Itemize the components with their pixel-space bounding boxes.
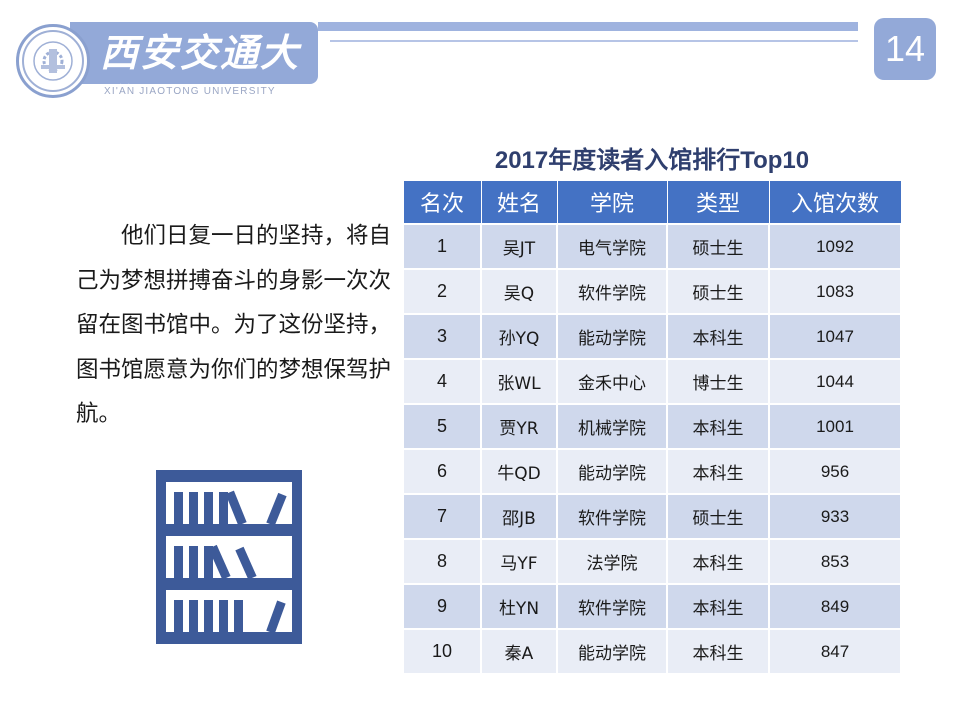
table-row: 5 贾YR 机械学院 本科生 1001 — [402, 403, 902, 450]
cell-college: 法学院 — [556, 538, 668, 585]
table-row: 4 张WL 金禾中心 博士生 1044 — [402, 358, 902, 405]
cell-college: 能动学院 — [556, 448, 668, 495]
table-header-row: 名次 姓名 学院 类型 入馆次数 — [402, 180, 902, 225]
cell-rank: 5 — [402, 403, 482, 450]
cell-name: 孙YQ — [480, 313, 558, 360]
cell-name: 吴Q — [480, 268, 558, 315]
cell-rank: 2 — [402, 268, 482, 315]
table-row: 9 杜YN 软件学院 本科生 849 — [402, 583, 902, 630]
cell-rank: 3 — [402, 313, 482, 360]
header-bar — [318, 22, 858, 31]
cell-rank: 1 — [402, 223, 482, 270]
cell-visits: 847 — [768, 628, 902, 675]
cell-type: 本科生 — [666, 448, 770, 495]
cell-type: 硕士生 — [666, 268, 770, 315]
cell-college: 软件学院 — [556, 583, 668, 630]
cell-type: 本科生 — [666, 313, 770, 360]
cell-type: 硕士生 — [666, 223, 770, 270]
cell-rank: 9 — [402, 583, 482, 630]
cell-college: 电气学院 — [556, 223, 668, 270]
table-row: 2 吴Q 软件学院 硕士生 1083 — [402, 268, 902, 315]
cell-name: 邵JB — [480, 493, 558, 540]
cell-visits: 1044 — [768, 358, 902, 405]
table-body: 1 吴JT 电气学院 硕士生 1092 2 吴Q 软件学院 硕士生 1083 3 孙YQ 能动学院 本科生… — [402, 223, 902, 675]
cell-visits: 1047 — [768, 313, 902, 360]
cell-college: 金禾中心 — [556, 358, 668, 405]
cell-college: 软件学院 — [556, 268, 668, 315]
table-title: 2017年度读者入馆排行Top10 — [494, 147, 810, 174]
cell-college: 能动学院 — [556, 628, 668, 675]
bookshelf-icon — [156, 470, 302, 648]
cell-name: 秦A — [480, 628, 558, 675]
cell-type: 本科生 — [666, 403, 770, 450]
cell-visits: 1092 — [768, 223, 902, 270]
university-seal-icon — [16, 24, 90, 98]
cell-visits: 853 — [768, 538, 902, 585]
cell-visits: 933 — [768, 493, 902, 540]
header-visits: 入馆次数 — [768, 180, 902, 225]
cell-type: 本科生 — [666, 628, 770, 675]
body-paragraph: 他们日复一日的坚持，将自己为梦想拼搏奋斗的身影一次次留在图书馆中。为了这份坚持，… — [76, 223, 392, 427]
header-type: 类型 — [666, 180, 770, 225]
ranking-table: 名次 姓名 学院 类型 入馆次数 1 吴JT 电气学院 硕士生 1092 2 吴Q 软件学院硕… — [402, 180, 902, 675]
cell-visits: 1001 — [768, 403, 902, 450]
cell-rank: 10 — [402, 628, 482, 675]
cell-name: 杜YN — [480, 583, 558, 630]
logo-english: XI'AN JIAOTONG UNIVERSITY — [104, 86, 276, 97]
cell-visits: 1083 — [768, 268, 902, 315]
table-row: 1 吴JT 电气学院 硕士生 1092 — [402, 223, 902, 270]
page-number: 14 — [874, 18, 936, 80]
cell-name: 贾YR — [480, 403, 558, 450]
header-college: 学院 — [556, 180, 668, 225]
header-rank: 名次 — [402, 180, 482, 225]
cell-college: 机械学院 — [556, 403, 668, 450]
cell-type: 硕士生 — [666, 493, 770, 540]
cell-name: 牛QD — [480, 448, 558, 495]
table-row: 6 牛QD 能动学院 本科生 956 — [402, 448, 902, 495]
table-row: 10 秦A 能动学院 本科生 847 — [402, 628, 902, 675]
header-name: 姓名 — [480, 180, 558, 225]
header-rule — [330, 40, 858, 42]
cell-college: 能动学院 — [556, 313, 668, 360]
table-row: 3 孙YQ 能动学院 本科生 1047 — [402, 313, 902, 360]
cell-name: 马YF — [480, 538, 558, 585]
header-band — [70, 22, 318, 84]
cell-rank: 4 — [402, 358, 482, 405]
table-row: 8 马YF 法学院 本科生 853 — [402, 538, 902, 585]
cell-type: 本科生 — [666, 538, 770, 585]
logo-chinese: 西安交通大學 — [100, 30, 301, 125]
cell-type: 博士生 — [666, 358, 770, 405]
cell-college: 软件学院 — [556, 493, 668, 540]
cell-visits: 956 — [768, 448, 902, 495]
cell-type: 本科生 — [666, 583, 770, 630]
table-row: 7 邵JB 软件学院 硕士生 933 — [402, 493, 902, 540]
cell-name: 张WL — [480, 358, 558, 405]
cell-rank: 8 — [402, 538, 482, 585]
cell-rank: 6 — [402, 448, 482, 495]
cell-rank: 7 — [402, 493, 482, 540]
cell-name: 吴JT — [480, 223, 558, 270]
cell-visits: 849 — [768, 583, 902, 630]
